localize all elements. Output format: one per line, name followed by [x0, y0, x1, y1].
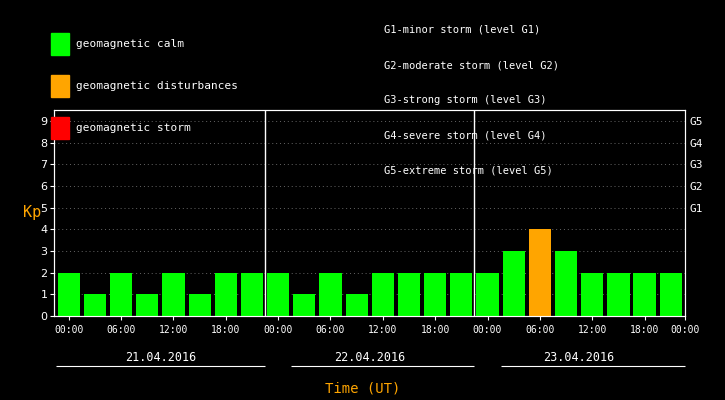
Bar: [84, 294, 106, 316]
Text: G1-minor storm (level G1): G1-minor storm (level G1): [384, 25, 541, 35]
Bar: [188, 294, 211, 316]
Bar: [110, 273, 132, 316]
Bar: [346, 294, 368, 316]
Bar: [502, 251, 525, 316]
Bar: [581, 273, 603, 316]
Bar: [529, 229, 551, 316]
Bar: [372, 273, 394, 316]
Bar: [608, 273, 629, 316]
Bar: [267, 273, 289, 316]
Text: 22.04.2016: 22.04.2016: [334, 351, 405, 364]
Bar: [58, 273, 80, 316]
Bar: [634, 273, 655, 316]
Bar: [215, 273, 237, 316]
Text: G5-extreme storm (level G5): G5-extreme storm (level G5): [384, 166, 553, 176]
Text: 23.04.2016: 23.04.2016: [544, 351, 615, 364]
Text: geomagnetic disturbances: geomagnetic disturbances: [76, 81, 238, 91]
Text: Time (UT): Time (UT): [325, 382, 400, 396]
Bar: [450, 273, 473, 316]
Bar: [241, 273, 263, 316]
Bar: [555, 251, 577, 316]
Bar: [660, 273, 681, 316]
Bar: [476, 273, 499, 316]
Text: geomagnetic storm: geomagnetic storm: [76, 123, 191, 133]
Text: 21.04.2016: 21.04.2016: [125, 351, 196, 364]
Bar: [136, 294, 158, 316]
Bar: [320, 273, 341, 316]
Bar: [398, 273, 420, 316]
Text: G3-strong storm (level G3): G3-strong storm (level G3): [384, 96, 547, 106]
Text: G2-moderate storm (level G2): G2-moderate storm (level G2): [384, 60, 559, 70]
Text: geomagnetic calm: geomagnetic calm: [76, 39, 184, 49]
Bar: [293, 294, 315, 316]
Text: G4-severe storm (level G4): G4-severe storm (level G4): [384, 130, 547, 141]
Y-axis label: Kp: Kp: [23, 206, 41, 220]
Bar: [424, 273, 447, 316]
Bar: [162, 273, 185, 316]
